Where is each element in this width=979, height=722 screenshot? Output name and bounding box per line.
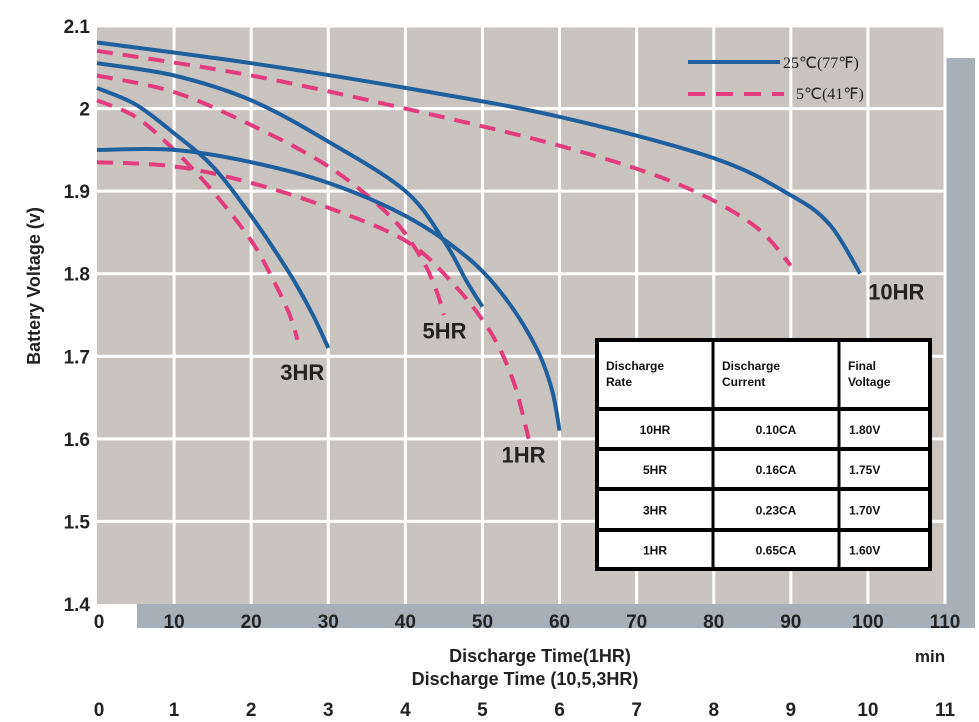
table-header-cell: Rate	[606, 375, 632, 389]
y-tick-label: 1.6	[64, 430, 90, 451]
curve-3hr-25c	[96, 86, 331, 349]
curve-1hr-25c	[96, 146, 562, 431]
curve-10hr-25c	[96, 40, 862, 275]
legend-label-25c: 25℃(77℉)	[783, 55, 859, 72]
x2-tick-label: 6	[554, 700, 565, 721]
y-axis-title: Battery Voltage (v)	[24, 207, 44, 365]
y-tick-label: 2.1	[64, 17, 91, 38]
x2-axis-title: Discharge Time (10,5,3HR)	[412, 669, 639, 689]
x2-tick-label: 1	[169, 700, 180, 721]
table-header-cell: Discharge	[606, 359, 664, 373]
x-tick-label: 10	[164, 612, 185, 633]
x2-tick-label: 2	[246, 700, 257, 721]
x2-tick-label: 9	[786, 700, 797, 721]
curve-3hr-5c	[96, 98, 300, 341]
y-tick-label: 1.8	[64, 265, 90, 286]
y-tick-label: 2	[79, 100, 90, 121]
legend-label-5c: 5℃(41℉)	[796, 86, 864, 103]
x2-tick-label: 7	[631, 700, 642, 721]
curve-label-5hr: 5HR	[422, 319, 466, 344]
table-cell: 1HR	[643, 544, 667, 558]
y-tick-labels: 1.4 1.5 1.6 1.7 1.8 1.9 2 2.1	[64, 17, 91, 616]
legend: 25℃(77℉) 5℃(41℉)	[688, 55, 864, 103]
x-tick-label: 110	[930, 612, 961, 633]
x2-tick-label: 0	[94, 700, 105, 721]
table-cell: 1.60V	[849, 544, 880, 558]
x-tick-label: 30	[318, 612, 339, 633]
y-tick-label: 1.9	[64, 182, 90, 203]
table-header-cell: Discharge	[722, 359, 780, 373]
discharge-curves	[96, 40, 862, 440]
table-cell: 0.23CA	[756, 504, 797, 518]
table-header-cell: Final	[848, 359, 876, 373]
x-tick-labels: 0 10 20 30 40 50 60 70 80 90 100 110	[94, 612, 961, 633]
x-tick-label: 40	[395, 612, 416, 633]
curve-5hr-5c	[96, 73, 446, 316]
y-tick-label: 1.7	[64, 347, 90, 368]
x-tick-label: 20	[241, 612, 262, 633]
x-tick-label: 0	[94, 612, 105, 633]
x-tick-label: 80	[703, 612, 724, 633]
table-cell: 3HR	[643, 504, 667, 518]
x-tick-label: 100	[852, 612, 884, 633]
x2-tick-label: 4	[400, 700, 411, 721]
y-tick-label: 1.5	[64, 512, 91, 533]
y-tick-label: 1.4	[64, 595, 91, 616]
x2-tick-label: 10	[857, 700, 878, 721]
curve-labels: 10HR 5HR 3HR 1HR	[280, 280, 924, 468]
curve-10hr-5c	[96, 48, 793, 267]
table-cell: 1.80V	[849, 423, 880, 437]
table-header-cell: Current	[722, 375, 765, 389]
curve-label-10hr: 10HR	[868, 280, 924, 305]
table-cell: 1.70V	[849, 504, 880, 518]
x2-tick-label: 11	[935, 700, 956, 721]
discharge-table: Discharge Rate Discharge Current Final Voltag…	[595, 338, 932, 571]
x-tick-label: 50	[472, 612, 493, 633]
x2-tick-label: 3	[323, 700, 334, 721]
x2-tick-label: 8	[708, 700, 719, 721]
curve-1hr-5c	[96, 160, 531, 440]
table-header-cell: Voltage	[848, 375, 891, 389]
curve-label-3hr: 3HR	[280, 360, 324, 385]
table-cell: 0.65CA	[756, 544, 797, 558]
curve-5hr-25c	[96, 61, 485, 308]
x-axis-title: Discharge Time(1HR)	[449, 646, 631, 666]
x-unit-label: min	[915, 647, 945, 666]
table-cell: 0.16CA	[756, 463, 797, 477]
x-tick-label: 90	[780, 612, 801, 633]
curve-label-1hr: 1HR	[502, 443, 546, 468]
x-tick-label: 60	[549, 612, 570, 633]
table-cell: 5HR	[643, 463, 667, 477]
x2-tick-labels: 0 1 2 3 4 5 6 7 8 9 10 11	[94, 700, 956, 721]
x-tick-label: 70	[626, 612, 647, 633]
table-cell: 0.10CA	[756, 423, 797, 437]
table-cell: 10HR	[640, 423, 671, 437]
x2-tick-label: 5	[477, 700, 488, 721]
table-cell: 1.75V	[849, 463, 880, 477]
